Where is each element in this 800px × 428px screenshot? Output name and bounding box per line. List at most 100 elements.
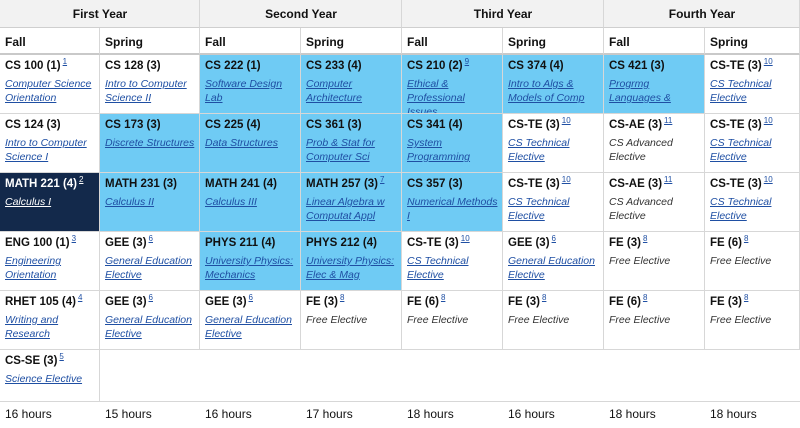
course-title[interactable]: CS Technical Elective [710,196,772,222]
year-header: Second Year [200,0,402,28]
course-cell: CS 374 (4) Intro to Algs & Models of Comp [503,55,604,114]
footnote-link[interactable]: 3 [71,234,77,244]
course-title[interactable]: System Programming [407,137,471,163]
course-cell: GEE (3) 6 General Education Elective [200,291,301,350]
empty-cell [100,350,200,402]
course-title[interactable]: Linear Algebra w Computat Appl [306,196,385,222]
course-code: CS 361 (3) [306,119,362,131]
course-code: CS 225 (4) [205,119,261,131]
course-code: MATH 231 (3) [105,178,177,190]
course-code: CS 233 (4) [306,60,362,72]
course-title[interactable]: Intro to Computer Science II [105,78,187,104]
course-title[interactable]: Writing and Research [5,314,59,340]
course-title[interactable]: University Physics: Mechanics [205,255,294,281]
course-title[interactable]: Numerical Methods I [407,196,498,222]
course-title[interactable]: Software Design Lab [205,78,283,104]
course-title[interactable]: Calculus III [205,196,257,208]
footnote-link[interactable]: 8 [642,293,648,303]
course-cell: ENG 100 (1) 3 Engineering Orientation [0,232,100,291]
course-title[interactable]: Science Elective [5,373,83,385]
footnote-link[interactable]: 1 [62,57,68,67]
footnote-link[interactable]: 11 [664,116,673,126]
course-cell: CS 173 (3) Discrete Structures [100,114,200,173]
course-title[interactable]: CS Technical Elective [710,78,772,104]
course-cell: CS-AE (3) 11 CS Advanced Elective [604,114,705,173]
term-header: Fall [604,28,705,55]
course-cell: CS 341 (4) System Programming [402,114,503,173]
footnote-link[interactable]: 4 [77,293,83,303]
course-title: CS Advanced Elective [609,137,673,163]
footnote-link[interactable]: 6 [248,293,253,303]
term-header: Fall [200,28,301,55]
course-cell: GEE (3) 6 General Education Elective [100,291,200,350]
footnote-link[interactable]: 11 [664,175,673,185]
course-cell: MATH 231 (3) Calculus II [100,173,200,232]
course-cell: CS 100 (1) 1 Computer Science Orientation [0,55,100,114]
footnote-link[interactable]: 2 [79,175,84,185]
footnote-link[interactable]: 10 [561,116,571,126]
course-cell: CS-SE (3) 5 Science Elective [0,350,100,402]
course-code: CS 341 (4) [407,119,463,131]
course-title[interactable]: CS Technical Elective [508,137,570,163]
course-code: GEE (3) [105,296,147,308]
footnote-link[interactable]: 10 [460,234,470,244]
footnote-link[interactable]: 7 [380,175,385,185]
course-title[interactable]: Intro to Algs & Models of Comp [508,78,585,104]
course-title[interactable]: Computer Science Orientation [5,78,92,104]
course-title: Free Elective [609,314,671,326]
footnote-link[interactable]: 8 [743,293,749,303]
course-code: CS-SE (3) [5,355,58,367]
course-title[interactable]: CS Technical Elective [710,137,772,163]
course-title[interactable]: Intro to Computer Science I [5,137,87,163]
course-title[interactable]: General Education Elective [105,314,192,340]
course-code: PHYS 211 (4) [205,237,276,249]
course-cell: FE (3) 8 Free Elective [705,291,800,350]
course-title[interactable]: Calculus I [5,196,52,208]
course-title[interactable]: Progrmg Languages & [609,78,671,104]
course-title[interactable]: Calculus II [105,196,155,208]
footnote-link[interactable]: 10 [763,57,773,67]
year-header: Fourth Year [604,0,800,28]
course-code: CS 421 (3) [609,60,665,72]
course-code: CS 222 (1) [205,60,261,72]
footnote-link[interactable]: 10 [763,175,773,185]
footnote-link[interactable]: 8 [541,293,547,303]
footnote-link[interactable]: 8 [642,234,648,244]
course-code: FE (3) [306,296,338,308]
footnote-link[interactable]: 9 [464,57,470,67]
course-title: Free Elective [508,314,570,326]
course-title[interactable]: Data Structures [205,137,278,149]
course-title[interactable]: General Education Elective [205,314,292,340]
course-title[interactable]: Computer Architecture [306,78,363,104]
course-code: FE (3) [710,296,742,308]
course-title[interactable]: General Education Elective [508,255,595,281]
course-cell: CS-TE (3) 10 CS Technical Elective [705,173,800,232]
course-code: FE (3) [609,237,641,249]
empty-cell [604,350,705,402]
footnote-link[interactable]: 6 [148,293,153,303]
course-title[interactable]: General Education Elective [105,255,192,281]
footnote-link[interactable]: 5 [59,352,64,362]
course-code: CS 124 (3) [5,119,61,131]
course-title[interactable]: University Physics: Elec & Mag [306,255,395,281]
course-title[interactable]: Ethical & Professional Issues [407,78,465,114]
course-title[interactable]: Discrete Structures [105,137,195,149]
course-cell: CS 421 (3) Progrmg Languages & [604,55,705,114]
footnote-link[interactable]: 10 [763,116,773,126]
footnote-link[interactable]: 6 [551,234,556,244]
footnote-link[interactable]: 10 [561,175,571,185]
course-cell: RHET 105 (4) 4 Writing and Research [0,291,100,350]
term-hours: 18 hours [604,402,705,427]
footnote-link[interactable]: 8 [743,234,749,244]
footnote-link[interactable]: 6 [148,234,153,244]
course-code: MATH 221 (4) [5,178,77,190]
course-title[interactable]: CS Technical Elective [407,255,469,281]
course-title[interactable]: Prob & Stat for Computer Sci [306,137,375,163]
course-title[interactable]: Engineering Orientation [5,255,62,281]
course-title: Free Elective [710,314,772,326]
footnote-link[interactable]: 8 [339,293,345,303]
course-title[interactable]: CS Technical Elective [508,196,570,222]
footnote-link[interactable]: 8 [440,293,446,303]
year-header: Third Year [402,0,604,28]
